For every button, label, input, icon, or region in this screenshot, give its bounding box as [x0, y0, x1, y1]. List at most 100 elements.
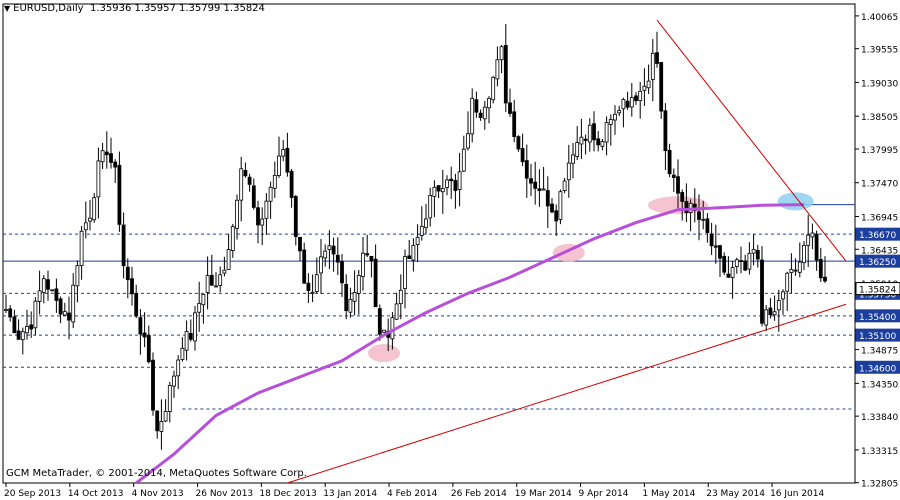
candle-body — [184, 331, 189, 351]
candle-body — [466, 133, 470, 149]
candle-body — [335, 254, 340, 263]
x-tick-label: 26 Nov 2013 — [196, 489, 254, 499]
candle-body — [138, 317, 143, 335]
candle-body — [629, 97, 634, 108]
candle-body — [432, 186, 437, 197]
triangle-down-icon[interactable]: ▼ — [4, 4, 11, 13]
candle-body — [352, 292, 357, 302]
candle-body — [25, 326, 29, 334]
x-tick-label: 26 Feb 2014 — [451, 489, 507, 499]
moving-average-line — [135, 203, 805, 483]
candle-body — [411, 245, 416, 261]
highlight-ellipse — [777, 192, 814, 211]
candle-body — [365, 253, 370, 256]
candle-body — [617, 110, 622, 114]
candle-body — [482, 106, 487, 120]
candle-body — [806, 234, 811, 246]
candle-body — [768, 307, 773, 316]
candle-body — [239, 168, 244, 201]
candle-body — [230, 226, 235, 251]
candle-body — [613, 113, 617, 121]
candle-body — [403, 256, 407, 289]
candle-body — [516, 136, 521, 150]
candle-body — [772, 311, 777, 316]
candle-body — [764, 309, 769, 326]
candle-body — [424, 218, 428, 228]
candle-body — [625, 100, 630, 108]
candle-body — [277, 155, 281, 176]
candle-body — [797, 261, 802, 273]
candle-body — [272, 174, 277, 189]
candle-body — [642, 85, 647, 91]
candle-body — [369, 255, 374, 261]
candle-body — [205, 275, 210, 293]
ohlc-values: 1.35936 1.35957 1.35799 1.35824 — [89, 3, 265, 14]
candle-body — [159, 421, 164, 432]
candle-body — [109, 153, 113, 163]
candle-body — [449, 178, 454, 182]
candle-body — [398, 289, 403, 305]
candle-body — [650, 52, 655, 80]
candle-body — [600, 141, 605, 147]
candle-body — [785, 272, 790, 292]
candle-body — [680, 192, 685, 202]
candle-body — [75, 265, 80, 287]
candle-body — [508, 102, 512, 114]
candle-body — [495, 59, 500, 80]
candle-body — [247, 176, 252, 185]
candle-body — [407, 255, 412, 260]
candle-body — [533, 181, 538, 189]
candle-body — [281, 149, 286, 157]
candle-body — [293, 196, 298, 237]
candle-body — [608, 119, 613, 125]
candle-body — [33, 300, 38, 329]
level-label-text: 1.36250 — [859, 258, 896, 268]
candle-body — [121, 224, 126, 267]
candle-body — [176, 359, 181, 377]
candle-body — [478, 112, 483, 118]
candle-body — [130, 278, 134, 295]
candle-body — [743, 260, 748, 271]
candle-body — [319, 256, 323, 274]
candle-body — [58, 298, 63, 315]
y-tick-label: 1.33315 — [861, 447, 898, 457]
symbol-label: EURUSD,Daily — [13, 3, 84, 14]
level-labels: 1.36670 1.36250 1.35750 1.35400 1.35100 1.346… — [855, 227, 900, 374]
candle-body — [470, 97, 475, 135]
chart-header: ▼ EURUSD,Daily 1.35936 1.35957 1.35799 1.… — [4, 3, 265, 14]
x-axis: 20 Sep 2013 14 Oct 2013 4 Nov 2013 26 Nov 2… — [4, 483, 824, 499]
candle-body — [760, 259, 764, 324]
level-label-box — [855, 328, 900, 342]
trendline — [656, 19, 847, 262]
candle-body — [4, 309, 8, 311]
candle-body — [340, 261, 344, 284]
candle-body — [218, 274, 223, 286]
level-label-text: 1.36670 — [859, 231, 896, 241]
candle-body — [100, 150, 105, 163]
candle-body — [709, 233, 714, 247]
candle-body — [604, 122, 609, 143]
candle-body — [331, 245, 336, 255]
candle-body — [172, 375, 176, 387]
candle-body — [634, 95, 638, 102]
y-tick-label: 1.34875 — [861, 347, 898, 357]
y-tick-label: 1.36945 — [861, 213, 898, 223]
candle-body — [592, 123, 596, 141]
candle-body — [659, 62, 664, 112]
candle-body — [730, 267, 735, 278]
x-tick-label: 13 Jan 2014 — [323, 489, 377, 499]
candle-body — [214, 285, 218, 288]
candle-body — [373, 258, 378, 308]
candle-body — [751, 248, 756, 254]
candle-body — [810, 232, 815, 238]
x-tick-label: 16 Jun 2014 — [770, 489, 824, 499]
candle-body — [289, 170, 294, 198]
candle-body — [180, 347, 185, 360]
level-lines — [3, 204, 855, 410]
candle-body — [579, 136, 584, 145]
candle-body — [562, 180, 567, 191]
candle-body — [125, 266, 130, 281]
candle-body — [747, 252, 752, 270]
candle-body — [663, 110, 668, 152]
